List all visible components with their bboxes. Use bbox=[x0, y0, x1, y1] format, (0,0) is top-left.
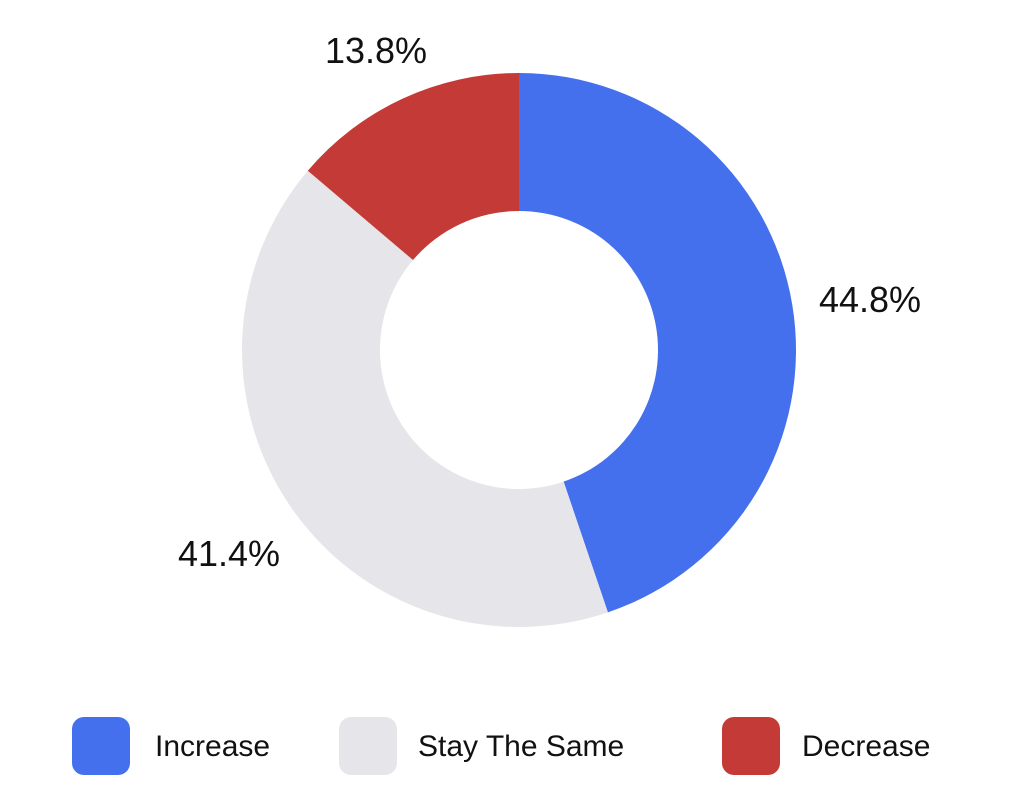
slice-increase bbox=[519, 73, 797, 613]
slice-label-increase: 44.8% bbox=[819, 279, 921, 320]
slice-decrease bbox=[307, 73, 519, 261]
legend-label-stay-the-same: Stay The Same bbox=[418, 730, 624, 763]
slice-labels: 44.8% 41.4% 13.8% bbox=[178, 30, 921, 574]
legend-swatch-stay-the-same bbox=[339, 717, 397, 775]
slice-label-decrease: 13.8% bbox=[325, 30, 427, 71]
donut-slices bbox=[241, 73, 797, 628]
legend-swatch-decrease bbox=[722, 717, 780, 775]
legend-label-decrease: Decrease bbox=[802, 730, 930, 763]
slice-label-stay-the-same: 41.4% bbox=[178, 533, 280, 574]
slice-stay-the-same bbox=[241, 170, 608, 628]
legend-label-increase: Increase bbox=[155, 730, 270, 763]
legend: Increase Stay The Same Decrease bbox=[72, 717, 930, 775]
legend-swatch-increase bbox=[72, 717, 130, 775]
